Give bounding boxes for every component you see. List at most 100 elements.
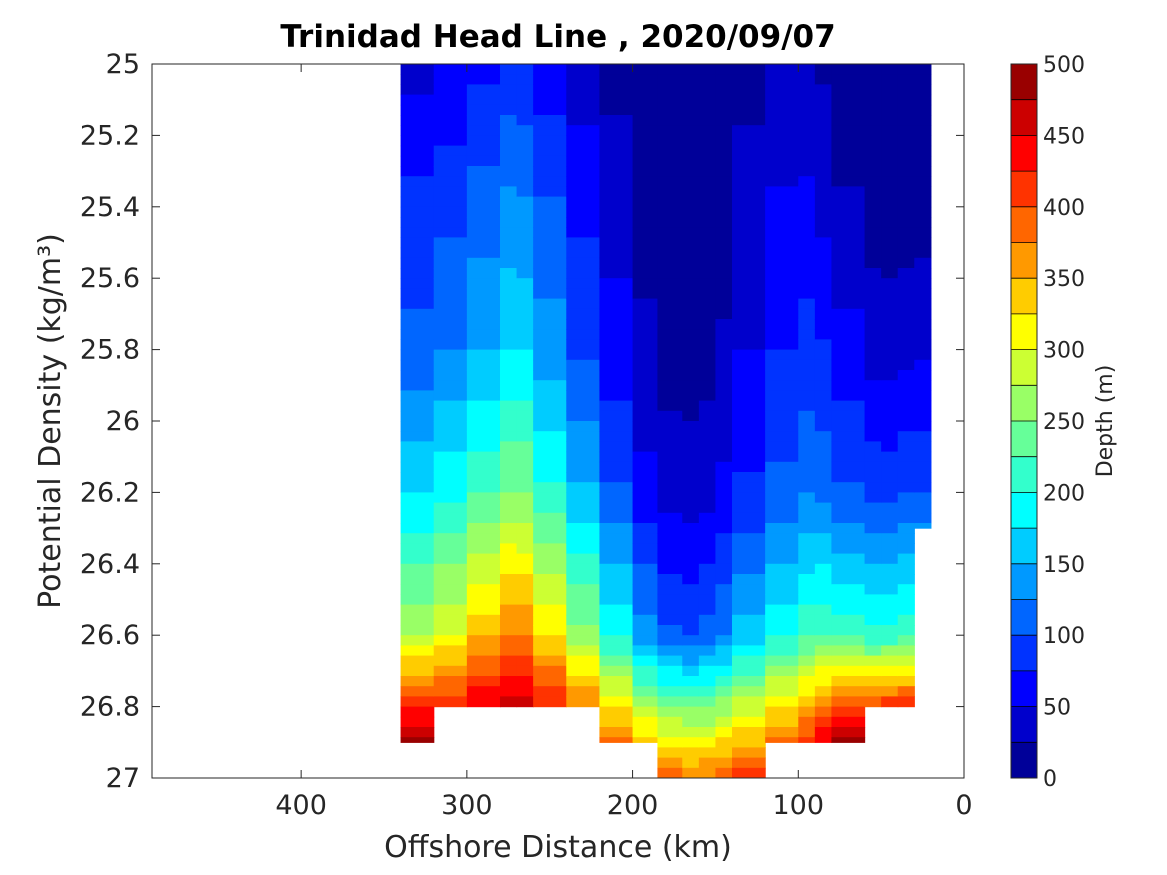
contour-cell — [599, 706, 634, 718]
contour-cell — [500, 329, 518, 340]
contour-cell — [433, 257, 468, 269]
contour-cell — [632, 115, 659, 126]
contour-cell — [400, 441, 435, 453]
contour-cell — [566, 696, 601, 708]
contour-cell — [831, 696, 866, 708]
contour-cell — [897, 196, 915, 208]
contour-cell — [698, 635, 717, 646]
contour-cell — [864, 563, 882, 575]
contour-cell — [566, 268, 601, 279]
contour-cell — [516, 523, 534, 534]
contour-cell — [864, 400, 882, 412]
contour-cell — [864, 319, 882, 330]
contour-cell — [732, 104, 766, 116]
contour-cell — [698, 217, 717, 228]
contour-cell — [500, 308, 518, 320]
contour-cell — [566, 349, 601, 361]
contour-cell — [897, 64, 915, 75]
contour-cell — [466, 655, 501, 667]
contour-cell — [897, 472, 915, 483]
contour-cell — [715, 716, 733, 728]
contour-cell — [914, 339, 932, 351]
contour-cell — [897, 166, 915, 177]
contour-cell — [400, 655, 435, 667]
contour-cell — [715, 380, 733, 391]
contour-cell — [566, 482, 601, 493]
contour-cell — [500, 339, 518, 351]
contour-cell — [798, 441, 816, 453]
contour-cell — [698, 247, 717, 259]
contour-cell — [897, 247, 915, 259]
contour-cell — [657, 298, 683, 310]
contour-cell — [698, 186, 717, 198]
colorbar-segment — [1011, 99, 1037, 136]
contour-cell — [798, 288, 816, 300]
y-tick-label: 27 — [106, 763, 140, 794]
contour-cell — [632, 665, 659, 677]
contour-cell — [433, 135, 468, 147]
contour-cell — [599, 502, 634, 514]
colorbar-tick-label: 50 — [1043, 696, 1071, 721]
contour-cell — [698, 104, 717, 116]
contour-cell — [864, 268, 882, 279]
contour-cell — [798, 308, 816, 320]
contour-cell — [814, 329, 833, 340]
contour-cell — [566, 176, 601, 187]
contour-cell — [533, 461, 567, 473]
contour-cell — [897, 543, 915, 555]
contour-cell — [682, 410, 700, 422]
y-tick-label: 26.8 — [80, 692, 140, 723]
contour-cell — [599, 217, 634, 228]
contour-cell — [698, 665, 717, 677]
contour-cell — [798, 614, 816, 626]
contour-cell — [814, 686, 833, 697]
contour-cell — [433, 196, 468, 208]
contour-cell — [914, 94, 932, 106]
contour-cell — [400, 145, 435, 157]
contour-cell — [698, 472, 717, 483]
contour-cell — [914, 288, 932, 300]
contour-cell — [400, 257, 435, 269]
y-tick-label: 25.4 — [80, 192, 140, 223]
contour-cell — [500, 472, 518, 483]
contour-cell — [657, 727, 683, 738]
contour-cell — [516, 84, 534, 96]
contour-cell — [566, 257, 601, 269]
contour-cell — [599, 155, 634, 167]
contour-cell — [433, 502, 468, 514]
contour-cell — [400, 482, 435, 493]
contour-cell — [864, 94, 882, 106]
contour-cell — [632, 604, 659, 616]
contour-cell — [682, 543, 700, 555]
contour-cell — [831, 625, 866, 636]
contour-cell — [732, 359, 766, 371]
contour-cell — [516, 196, 534, 208]
contour-cell — [831, 135, 866, 147]
contour-cell — [814, 502, 833, 514]
contour-cell — [715, 523, 733, 534]
contour-cell — [500, 166, 518, 177]
contour-cell — [715, 166, 733, 177]
contour-cell — [864, 155, 882, 167]
contour-cell — [914, 64, 932, 75]
contour-cell — [715, 308, 733, 320]
contour-cell — [516, 472, 534, 483]
contour-cell — [881, 135, 899, 147]
contour-cell — [657, 604, 683, 616]
contour-cell — [466, 125, 501, 136]
contour-cell — [798, 574, 816, 585]
contour-cell — [566, 543, 601, 555]
colorbar-tick-label: 250 — [1043, 410, 1085, 435]
contour-cell — [682, 227, 700, 238]
contour-cell — [500, 614, 518, 626]
contour-cell — [798, 370, 816, 381]
contour-cell — [698, 135, 717, 147]
contour-cell — [732, 482, 766, 493]
contour-cell — [765, 217, 799, 228]
contour-cell — [732, 584, 766, 595]
contour-cell — [881, 625, 899, 636]
contour-cell — [698, 206, 717, 218]
contour-cell — [632, 370, 659, 381]
contour-cell — [897, 329, 915, 340]
contour-cell — [814, 370, 833, 381]
